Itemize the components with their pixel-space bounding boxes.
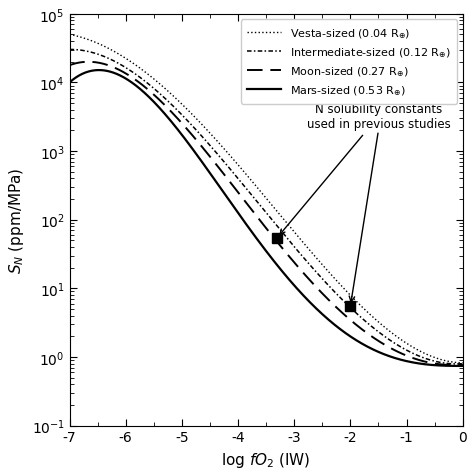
Intermediate-sized (0.12 R$_{\oplus}$) xyxy=(254,199,260,205)
Intermediate-sized (0.12 R$_{\oplus}$) xyxy=(460,361,465,367)
Mars-sized (0.53 R$_{\oplus}$) xyxy=(67,80,73,86)
Line: Intermediate-sized (0.12 R$_{\oplus}$): Intermediate-sized (0.12 R$_{\oplus}$) xyxy=(70,50,463,364)
Moon-sized (0.27 R$_{\oplus}$) xyxy=(86,60,91,66)
Moon-sized (0.27 R$_{\oplus}$) xyxy=(256,218,262,223)
Intermediate-sized (0.12 R$_{\oplus}$) xyxy=(280,231,286,237)
Y-axis label: $S_N$ (ppm/MPa): $S_N$ (ppm/MPa) xyxy=(7,167,26,273)
Moon-sized (0.27 R$_{\oplus}$) xyxy=(390,347,395,352)
Intermediate-sized (0.12 R$_{\oplus}$) xyxy=(256,202,262,208)
Mars-sized (0.53 R$_{\oplus}$) xyxy=(254,237,260,242)
Intermediate-sized (0.12 R$_{\oplus}$) xyxy=(301,256,307,262)
Moon-sized (0.27 R$_{\oplus}$) xyxy=(67,63,73,69)
Legend: Vesta-sized (0.04 R$_{\oplus}$), Intermediate-sized (0.12 R$_{\oplus}$), Moon-si: Vesta-sized (0.04 R$_{\oplus}$), Interme… xyxy=(241,20,457,104)
Vesta-sized (0.04 R$_{\oplus}$) xyxy=(450,359,456,365)
Moon-sized (0.27 R$_{\oplus}$) xyxy=(301,272,307,278)
Mars-sized (0.53 R$_{\oplus}$) xyxy=(451,363,457,369)
Vesta-sized (0.04 R$_{\oplus}$) xyxy=(254,184,259,190)
Mars-sized (0.53 R$_{\oplus}$) xyxy=(301,294,307,300)
Vesta-sized (0.04 R$_{\oplus}$) xyxy=(460,360,465,366)
Intermediate-sized (0.12 R$_{\oplus}$) xyxy=(451,361,457,367)
Line: Moon-sized (0.27 R$_{\oplus}$): Moon-sized (0.27 R$_{\oplus}$) xyxy=(70,63,463,365)
Moon-sized (0.27 R$_{\oplus}$) xyxy=(460,362,465,367)
Mars-sized (0.53 R$_{\oplus}$) xyxy=(96,68,101,74)
Mars-sized (0.53 R$_{\oplus}$) xyxy=(280,270,286,276)
Intermediate-sized (0.12 R$_{\oplus}$) xyxy=(390,339,395,345)
Intermediate-sized (0.12 R$_{\oplus}$) xyxy=(67,48,73,53)
Intermediate-sized (0.12 R$_{\oplus}$) xyxy=(67,48,73,53)
Line: Mars-sized (0.53 R$_{\oplus}$): Mars-sized (0.53 R$_{\oplus}$) xyxy=(70,71,463,366)
Intermediate-sized (0.12 R$_{\oplus}$) xyxy=(454,361,459,367)
Mars-sized (0.53 R$_{\oplus}$) xyxy=(256,240,262,246)
Moon-sized (0.27 R$_{\oplus}$) xyxy=(280,247,286,252)
Vesta-sized (0.04 R$_{\oplus}$) xyxy=(389,330,395,336)
Vesta-sized (0.04 R$_{\oplus}$) xyxy=(67,32,73,38)
Mars-sized (0.53 R$_{\oplus}$) xyxy=(456,363,462,369)
Moon-sized (0.27 R$_{\oplus}$) xyxy=(254,214,260,220)
Mars-sized (0.53 R$_{\oplus}$) xyxy=(460,363,465,369)
X-axis label: log $fO_2$ (IW): log $fO_2$ (IW) xyxy=(221,450,311,469)
Vesta-sized (0.04 R$_{\oplus}$) xyxy=(301,240,306,246)
Moon-sized (0.27 R$_{\oplus}$) xyxy=(452,362,457,368)
Line: Vesta-sized (0.04 R$_{\oplus}$): Vesta-sized (0.04 R$_{\oplus}$) xyxy=(70,35,463,363)
Vesta-sized (0.04 R$_{\oplus}$) xyxy=(256,187,262,193)
Moon-sized (0.27 R$_{\oplus}$) xyxy=(450,362,456,368)
Text: N solubility constants
used in previous studies: N solubility constants used in previous … xyxy=(280,103,450,235)
Mars-sized (0.53 R$_{\oplus}$) xyxy=(390,355,395,360)
Vesta-sized (0.04 R$_{\oplus}$) xyxy=(279,215,285,221)
